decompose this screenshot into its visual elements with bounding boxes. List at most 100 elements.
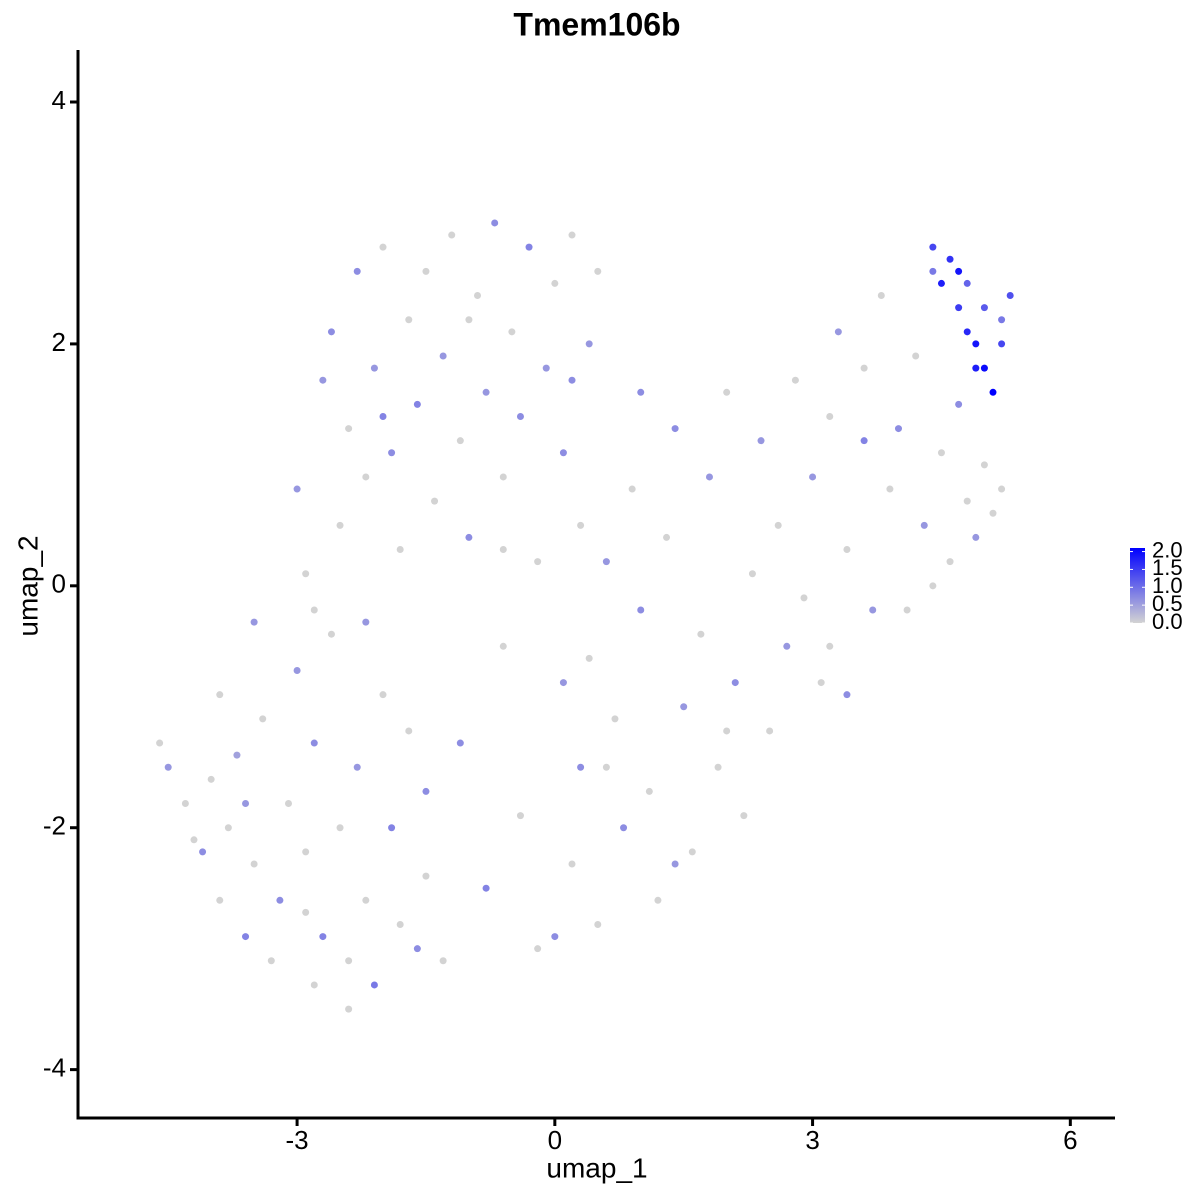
point xyxy=(611,715,619,723)
point xyxy=(748,570,756,578)
point xyxy=(826,412,834,420)
point xyxy=(680,703,688,711)
point xyxy=(998,485,1006,493)
point xyxy=(980,364,988,372)
point xyxy=(327,328,335,336)
point xyxy=(345,425,353,433)
point xyxy=(783,642,791,650)
point xyxy=(628,485,636,493)
point xyxy=(353,763,361,771)
point xyxy=(379,691,387,699)
point xyxy=(843,546,851,554)
point xyxy=(302,570,310,578)
point xyxy=(250,860,258,868)
point xyxy=(362,896,370,904)
colorbar-label: 2.0 xyxy=(1152,537,1183,562)
point xyxy=(396,920,404,928)
point xyxy=(482,884,490,892)
point xyxy=(310,739,318,747)
point xyxy=(284,800,292,808)
point xyxy=(809,473,817,481)
point xyxy=(250,618,258,626)
colorbar-label: 1.0 xyxy=(1152,573,1183,598)
point xyxy=(499,473,507,481)
point xyxy=(671,425,679,433)
point xyxy=(336,824,344,832)
y-axis-title: umap_2 xyxy=(12,535,43,636)
point xyxy=(766,727,774,735)
point xyxy=(714,763,722,771)
x-tick-label: 6 xyxy=(1063,1125,1077,1155)
point xyxy=(731,679,739,687)
point xyxy=(516,812,524,820)
point xyxy=(499,642,507,650)
y-tick-label: 0 xyxy=(52,569,66,599)
point xyxy=(542,364,550,372)
point xyxy=(774,521,782,529)
point xyxy=(577,763,585,771)
point xyxy=(929,267,937,275)
chart-title: Tmem106b xyxy=(513,6,680,42)
point xyxy=(422,267,430,275)
point xyxy=(534,558,542,566)
point xyxy=(559,679,567,687)
point xyxy=(551,933,559,941)
point xyxy=(843,691,851,699)
point xyxy=(568,231,576,239)
y-tick-label: 4 xyxy=(52,85,66,115)
point xyxy=(860,437,868,445)
point xyxy=(637,388,645,396)
point xyxy=(534,945,542,953)
point xyxy=(826,642,834,650)
point xyxy=(697,630,705,638)
point xyxy=(439,957,447,965)
point xyxy=(723,388,731,396)
point xyxy=(955,304,963,312)
point xyxy=(559,449,567,457)
point xyxy=(242,933,250,941)
point xyxy=(422,872,430,880)
point xyxy=(336,521,344,529)
point xyxy=(190,836,198,844)
point xyxy=(474,292,482,300)
point xyxy=(972,340,980,348)
points xyxy=(156,219,1014,1013)
colorbar-label: 0.0 xyxy=(1152,609,1183,634)
point xyxy=(903,606,911,614)
x-axis-title: umap_1 xyxy=(546,1152,647,1183)
point xyxy=(388,449,396,457)
point xyxy=(963,279,971,287)
point xyxy=(379,243,387,251)
point xyxy=(989,388,997,396)
colorbar-label: 0.5 xyxy=(1152,591,1183,616)
point xyxy=(963,497,971,505)
point xyxy=(310,981,318,989)
point xyxy=(405,316,413,324)
point xyxy=(645,787,653,795)
x-tick-label: -3 xyxy=(286,1125,309,1155)
point xyxy=(456,437,464,445)
colorbar xyxy=(1130,548,1145,623)
point xyxy=(929,582,937,590)
point xyxy=(912,352,920,360)
point xyxy=(671,860,679,868)
point xyxy=(594,267,602,275)
point xyxy=(362,618,370,626)
point xyxy=(551,279,559,287)
point xyxy=(465,316,473,324)
colorbar-label: 1.5 xyxy=(1152,555,1183,580)
point xyxy=(267,957,275,965)
point xyxy=(998,316,1006,324)
point xyxy=(482,388,490,396)
point xyxy=(345,957,353,965)
point xyxy=(955,267,963,275)
point xyxy=(345,1005,353,1013)
point xyxy=(388,824,396,832)
point xyxy=(989,509,997,517)
point xyxy=(164,763,172,771)
point xyxy=(276,896,284,904)
point xyxy=(362,473,370,481)
point xyxy=(465,533,473,541)
point xyxy=(379,412,387,420)
point xyxy=(654,896,662,904)
